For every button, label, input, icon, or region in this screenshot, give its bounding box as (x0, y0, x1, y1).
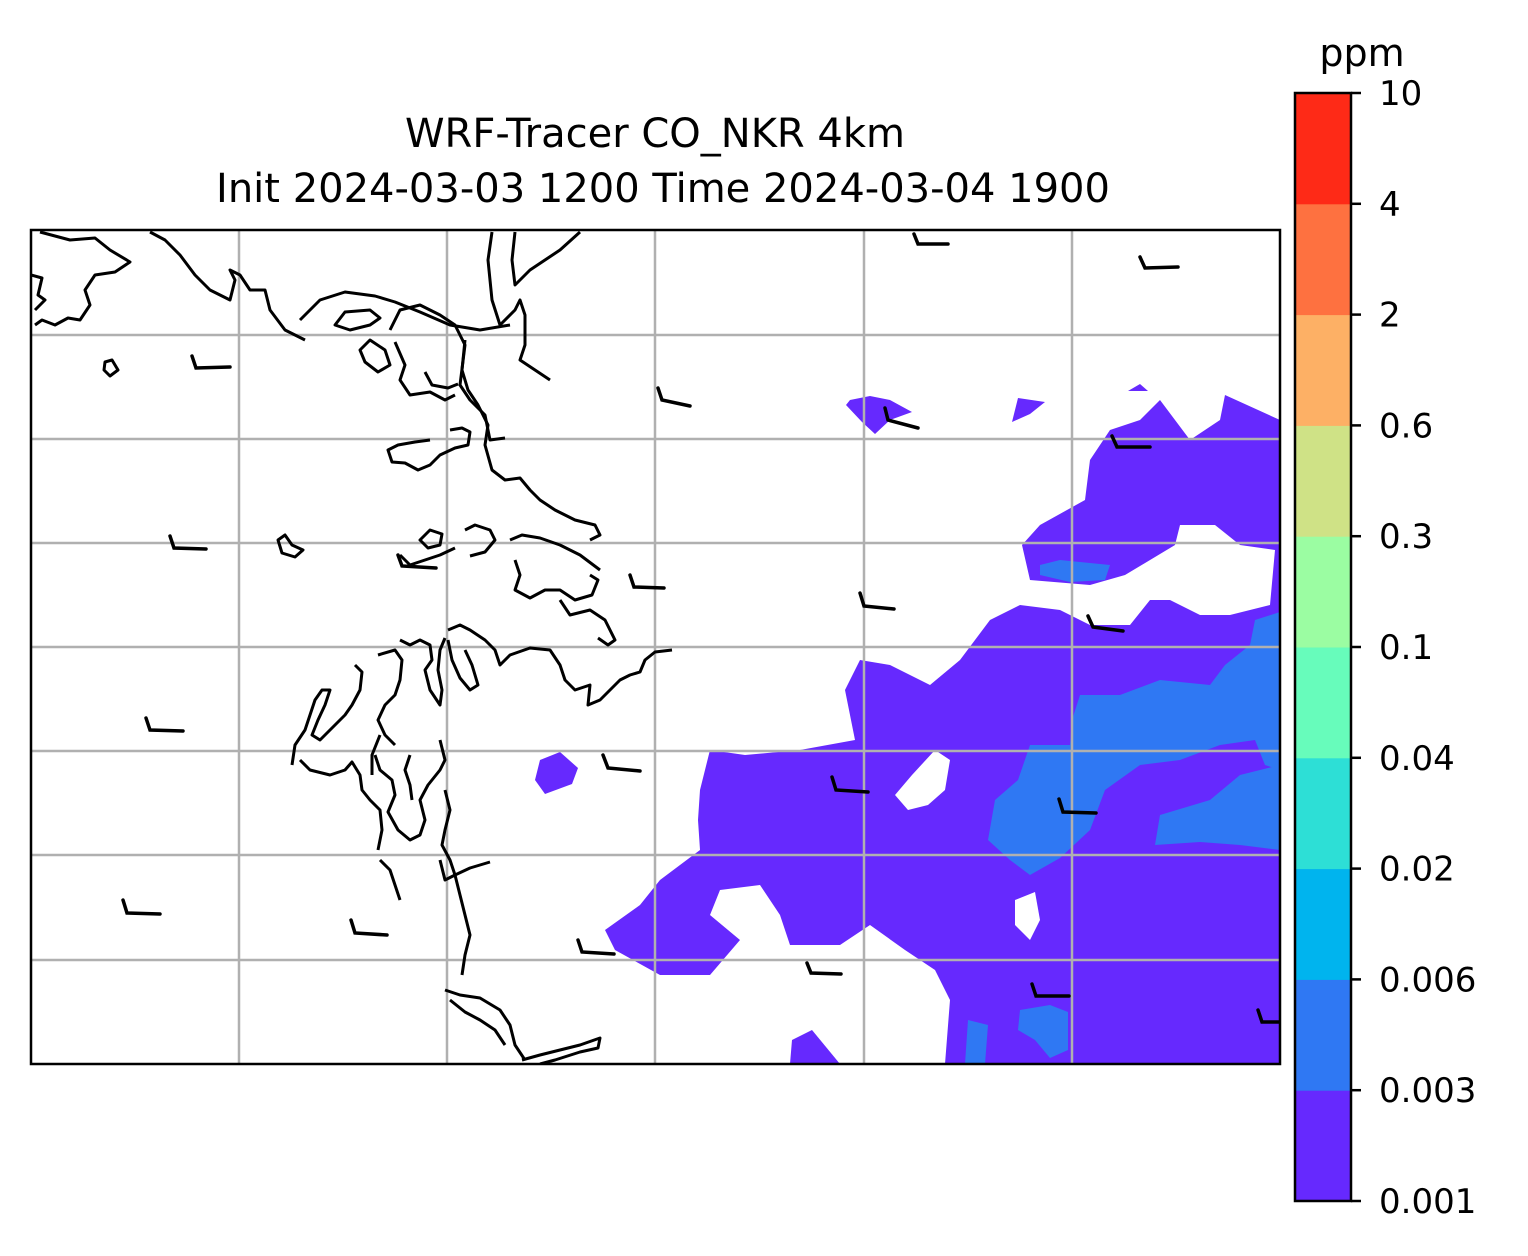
wind-barb (601, 753, 642, 773)
wind-barb (1030, 982, 1071, 998)
colorbar-segments (1295, 93, 1351, 1202)
wind-barb (858, 591, 896, 611)
wind-barb (628, 573, 666, 590)
colorbar-segment (1295, 757, 1351, 870)
colorbar-tick-label: 0.001 (1379, 1182, 1476, 1222)
wind-barb (883, 406, 920, 430)
colorbar-segment (1295, 425, 1351, 537)
map-panel (29, 228, 1282, 1066)
wind-barb (656, 386, 692, 408)
wind-barbs (121, 232, 1280, 1024)
wind-barb (121, 898, 162, 916)
colorbar-segment (1295, 93, 1351, 205)
colorbar-tick-label: 0.006 (1379, 960, 1476, 1000)
colorbar-segment (1295, 536, 1351, 648)
colorbar-ticks: 0.001 0.003 0.006 0.02 0.04 0.1 0.3 0.6 2 4 10 (1351, 74, 1476, 1222)
wind-barb (1057, 797, 1098, 815)
coastlines (31, 230, 673, 1064)
colorbar: 0.001 0.003 0.006 0.02 0.04 0.1 0.3 0.6 2 4 10 ppm (1293, 31, 1476, 1222)
wind-barb (1256, 1008, 1280, 1024)
wind-barb (576, 938, 616, 956)
colorbar-segment (1295, 647, 1351, 759)
wind-barb (168, 534, 208, 551)
figure-title-line1: WRF-Tracer CO_NKR 4km (405, 111, 905, 157)
wind-barb (1086, 614, 1125, 633)
colorbar-tick-label: 0.6 (1379, 406, 1433, 446)
map-frame (29, 228, 1282, 1066)
colorbar-tick-label: 4 (1379, 185, 1401, 225)
wind-barb (1138, 255, 1180, 270)
gridlines (31, 230, 1280, 1064)
colorbar-segment (1295, 868, 1351, 980)
colorbar-tick-label: 0.04 (1379, 739, 1455, 779)
colorbar-unit-label: ppm (1319, 31, 1404, 75)
colorbar-segment (1295, 314, 1351, 426)
wind-barb (144, 716, 185, 733)
colorbar-tick-label: 0.1 (1379, 628, 1433, 668)
colorbar-tick-label: 0.003 (1379, 1071, 1476, 1111)
wind-barb (805, 961, 843, 976)
colorbar-tick-label: 10 (1379, 74, 1422, 114)
colorbar-segment (1295, 979, 1351, 1091)
wind-barb (349, 918, 389, 937)
colorbar-tick-label: 0.3 (1379, 517, 1433, 557)
wind-barb (190, 354, 232, 370)
colorbar-tick-label: 0.02 (1379, 850, 1455, 890)
wind-barb (912, 232, 950, 246)
wind-barb (1110, 434, 1152, 449)
colorbar-segment (1295, 1090, 1351, 1202)
colorbar-segment (1295, 203, 1351, 316)
tracer-fill-low (535, 384, 1280, 1064)
figure-title-line2: Init 2024-03-03 1200 Time 2024-03-04 190… (216, 166, 1110, 212)
colorbar-tick-label: 2 (1379, 296, 1401, 336)
tracer-fill-holes (895, 750, 1040, 940)
wind-barb (830, 775, 870, 794)
wind-barb (396, 553, 438, 570)
